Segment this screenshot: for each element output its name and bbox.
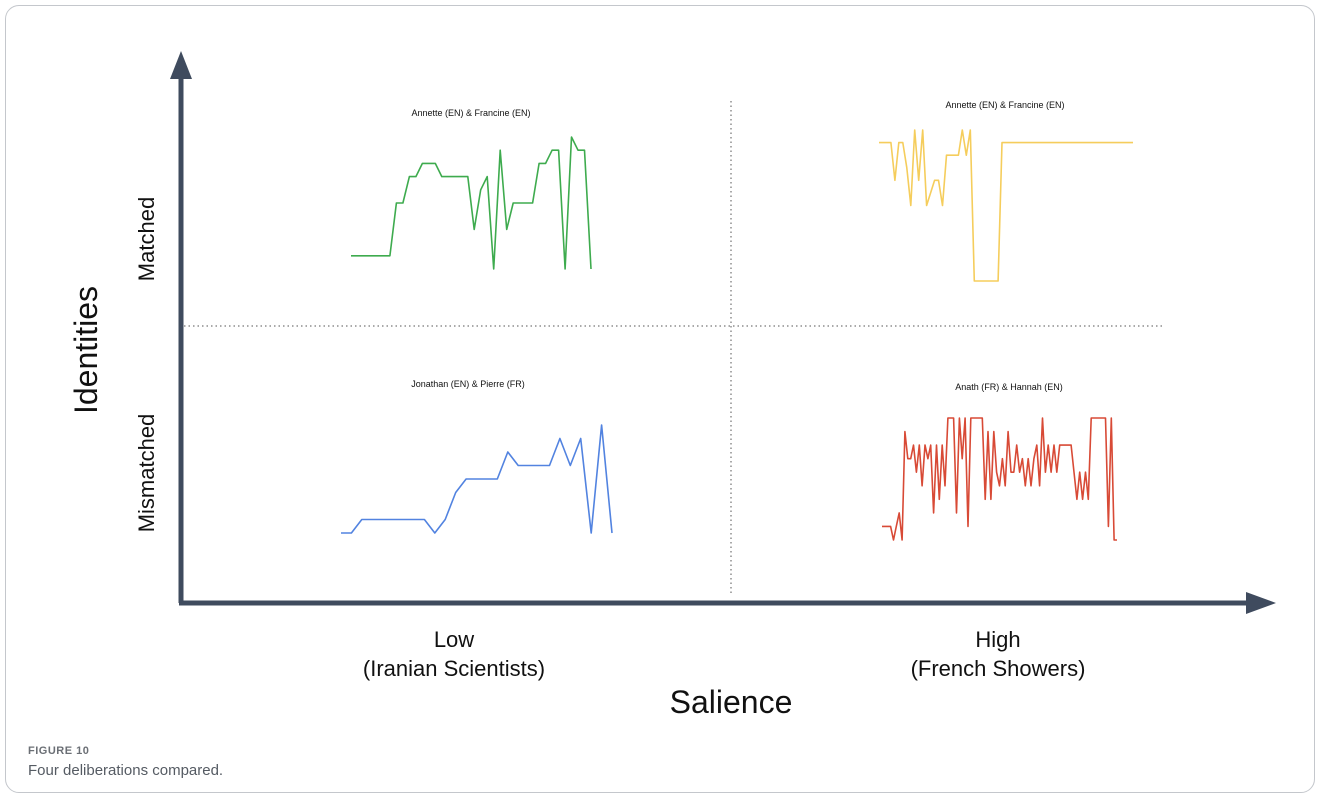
y-axis-arrowhead [170,51,192,79]
axes [170,51,1276,614]
x-category-sublabel: (Iranian Scientists) [363,656,545,681]
x-category-label: Low [434,627,474,652]
y-category-label: Mismatched [134,414,159,533]
y-axis-title: Identities [68,286,104,414]
panel-low-matched: Annette (EN) & Francine (EN) [351,108,592,270]
y-category-label: Matched [134,197,159,281]
x-axis-title: Salience [670,684,793,720]
series-line [882,417,1117,541]
series-line [879,129,1133,282]
panel-high-matched: Annette (EN) & Francine (EN) [879,100,1133,282]
quadrant-dividers [184,101,1164,594]
figure-frame: Annette (EN) & Francine (EN) Annette (EN)… [5,5,1315,793]
series-line [341,424,613,534]
panel-low-mismatched: Jonathan (EN) & Pierre (FR) [341,379,613,534]
x-category-label: High [975,627,1020,652]
quadrant-chart: Annette (EN) & Francine (EN) Annette (EN)… [68,51,1276,720]
panel-high-mismatched: Anath (FR) & Hannah (EN) [882,382,1117,541]
figure-label: FIGURE 10 [28,745,90,757]
x-axis-arrowhead [1246,592,1276,614]
panel-title: Annette (EN) & Francine (EN) [945,100,1064,110]
panel-title: Jonathan (EN) & Pierre (FR) [411,379,525,389]
x-category-sublabel: (French Showers) [911,656,1086,681]
panel-title: Annette (EN) & Francine (EN) [411,108,530,118]
series-line [351,136,592,270]
figure-caption: Four deliberations compared. [28,762,224,779]
panel-title: Anath (FR) & Hannah (EN) [955,382,1063,392]
chart-labels: Salience Identities Low (Iranian Scientists… [68,197,1085,720]
series-layer: Annette (EN) & Francine (EN) Annette (EN)… [341,100,1133,541]
